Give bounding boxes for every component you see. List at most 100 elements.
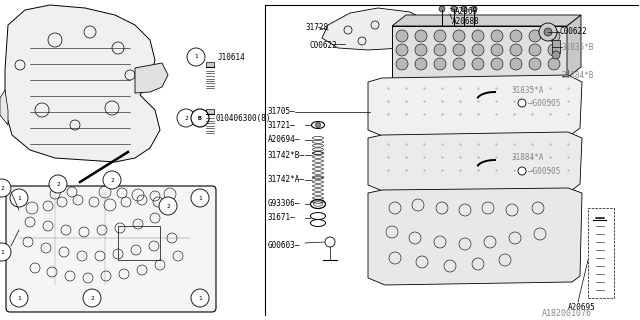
Bar — [206, 109, 214, 114]
Text: G93306―: G93306― — [268, 199, 300, 209]
Text: A20694―: A20694― — [268, 135, 300, 145]
Circle shape — [548, 44, 560, 56]
Circle shape — [415, 30, 427, 42]
Circle shape — [472, 58, 484, 70]
Polygon shape — [322, 8, 428, 50]
Text: 31835*A: 31835*A — [512, 85, 545, 94]
Text: 31705―: 31705― — [268, 108, 296, 116]
Circle shape — [434, 58, 446, 70]
Circle shape — [439, 6, 445, 12]
Bar — [118, 226, 160, 260]
Circle shape — [552, 51, 560, 59]
Circle shape — [544, 28, 552, 36]
Circle shape — [0, 243, 11, 261]
Circle shape — [529, 58, 541, 70]
Circle shape — [451, 6, 457, 12]
Circle shape — [518, 99, 526, 107]
Text: 31742*B―: 31742*B― — [268, 150, 305, 159]
Text: 2: 2 — [166, 204, 170, 209]
Polygon shape — [0, 90, 8, 125]
Circle shape — [510, 58, 522, 70]
Text: –G00505: –G00505 — [528, 99, 561, 108]
Polygon shape — [368, 75, 582, 137]
Text: 31742*A―: 31742*A― — [268, 175, 305, 185]
Text: G00603―: G00603― — [268, 241, 300, 250]
Circle shape — [316, 123, 321, 127]
Circle shape — [529, 44, 541, 56]
FancyBboxPatch shape — [6, 186, 216, 312]
Polygon shape — [135, 63, 168, 93]
Text: 2: 2 — [184, 116, 188, 121]
Bar — [552, 40, 560, 53]
Circle shape — [177, 109, 195, 127]
Circle shape — [548, 58, 560, 70]
Text: B: B — [198, 116, 202, 121]
Circle shape — [461, 6, 467, 12]
Bar — [206, 62, 214, 67]
Text: 31884*B: 31884*B — [562, 71, 595, 81]
Circle shape — [491, 58, 503, 70]
Text: 1: 1 — [194, 54, 198, 60]
Text: 1: 1 — [17, 295, 21, 300]
Text: A2069: A2069 — [455, 7, 478, 17]
Circle shape — [434, 30, 446, 42]
Circle shape — [83, 289, 101, 307]
Text: 1: 1 — [198, 196, 202, 201]
Text: 1: 1 — [0, 250, 4, 254]
Polygon shape — [5, 5, 160, 162]
Circle shape — [396, 44, 408, 56]
Text: C00622: C00622 — [310, 41, 338, 50]
Circle shape — [10, 289, 28, 307]
Circle shape — [491, 44, 503, 56]
Text: A182001076: A182001076 — [542, 309, 592, 318]
Circle shape — [434, 44, 446, 56]
Circle shape — [510, 30, 522, 42]
Circle shape — [191, 189, 209, 207]
Polygon shape — [368, 132, 582, 192]
Bar — [392, 26, 567, 78]
Text: 2: 2 — [56, 181, 60, 187]
Text: 2: 2 — [90, 295, 94, 300]
Text: A20695: A20695 — [568, 302, 596, 311]
Text: A20688: A20688 — [452, 17, 480, 26]
Text: J10614: J10614 — [218, 52, 246, 61]
Text: 31835*B: 31835*B — [562, 43, 595, 52]
Circle shape — [10, 189, 28, 207]
Circle shape — [529, 30, 541, 42]
Polygon shape — [392, 15, 581, 26]
Circle shape — [396, 58, 408, 70]
Circle shape — [159, 197, 177, 215]
Text: –G00505: –G00505 — [528, 166, 561, 175]
Circle shape — [539, 23, 557, 41]
Circle shape — [0, 179, 11, 197]
Circle shape — [191, 289, 209, 307]
Text: 31728: 31728 — [305, 22, 328, 31]
Text: 1: 1 — [198, 295, 202, 300]
Circle shape — [453, 58, 465, 70]
Circle shape — [415, 44, 427, 56]
Circle shape — [453, 44, 465, 56]
Polygon shape — [567, 15, 581, 78]
Circle shape — [491, 30, 503, 42]
Circle shape — [472, 30, 484, 42]
Text: 2: 2 — [0, 186, 4, 190]
Circle shape — [510, 44, 522, 56]
Text: 31721―: 31721― — [268, 121, 296, 130]
Circle shape — [415, 58, 427, 70]
Circle shape — [471, 6, 477, 12]
Circle shape — [49, 175, 67, 193]
Text: C00622: C00622 — [560, 28, 588, 36]
Circle shape — [191, 109, 209, 127]
Text: 31671―: 31671― — [268, 213, 296, 222]
Circle shape — [548, 30, 560, 42]
Circle shape — [396, 30, 408, 42]
Bar — [588, 208, 614, 298]
Circle shape — [103, 171, 121, 189]
Circle shape — [518, 167, 526, 175]
Circle shape — [472, 44, 484, 56]
Circle shape — [187, 48, 205, 66]
Text: 31884*A: 31884*A — [512, 154, 545, 163]
Text: 2: 2 — [110, 178, 114, 182]
Polygon shape — [368, 188, 582, 285]
Text: 010406300(8): 010406300(8) — [215, 114, 271, 123]
